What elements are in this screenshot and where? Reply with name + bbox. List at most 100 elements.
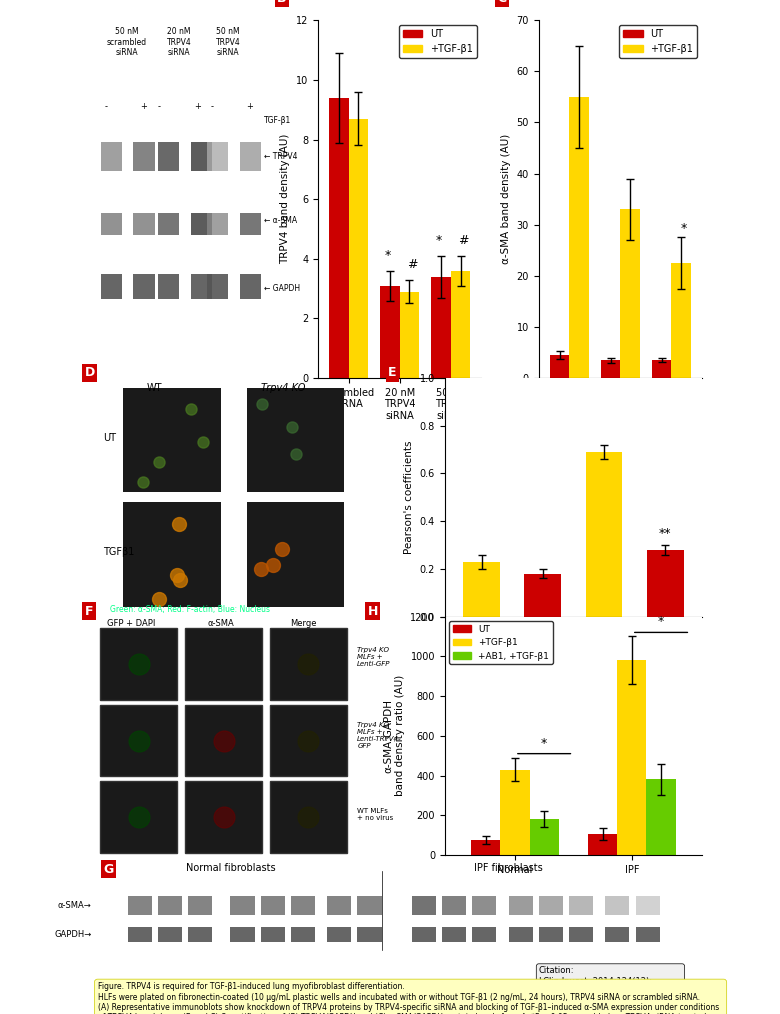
Y-axis label: α-SMA:GAPDH
band density ratio (AU): α-SMA:GAPDH band density ratio (AU): [383, 675, 405, 796]
Bar: [569, 927, 594, 942]
Bar: [647, 550, 683, 617]
Bar: [185, 629, 262, 700]
Bar: [442, 896, 466, 916]
Text: GFP + DAPI: GFP + DAPI: [107, 619, 155, 628]
Text: Green: α-SMA; Red: F-actin; Blue: Nucleus: Green: α-SMA; Red: F-actin; Blue: Nucleu…: [110, 605, 271, 614]
Y-axis label: α-SMA band density (AU): α-SMA band density (AU): [501, 134, 511, 265]
Text: +: +: [246, 101, 253, 111]
Bar: [239, 214, 261, 235]
Y-axis label: Pearson's coefficients: Pearson's coefficients: [404, 440, 414, 554]
Text: GAPDH→: GAPDH→: [54, 930, 91, 939]
Bar: [123, 502, 221, 607]
Bar: [569, 97, 589, 378]
Bar: [239, 142, 261, 170]
Text: Figure. TRPV4 is required for TGF-β1-induced lung myofibroblast differentiation.: Figure. TRPV4 is required for TGF-β1-ind…: [98, 983, 724, 1014]
Bar: [101, 274, 122, 299]
Bar: [261, 896, 285, 916]
Text: C: C: [498, 0, 507, 5]
Text: Trpv4 KO
MLFs +
Lenti-TRPV4-
GFP: Trpv4 KO MLFs + Lenti-TRPV4- GFP: [357, 722, 402, 749]
Bar: [158, 142, 179, 170]
Bar: [412, 927, 436, 942]
Bar: [101, 214, 122, 235]
Bar: [231, 896, 254, 916]
Bar: [128, 896, 152, 916]
Bar: [128, 927, 152, 942]
Bar: [231, 927, 254, 942]
Text: H: H: [367, 604, 378, 618]
Text: -: -: [158, 101, 161, 111]
Bar: [605, 927, 629, 942]
Text: Merge: Merge: [290, 619, 317, 628]
Bar: [636, 896, 660, 916]
Bar: [524, 574, 561, 617]
Text: 20 nM
TRPV4
siRNA: 20 nM TRPV4 siRNA: [167, 27, 192, 57]
Bar: [647, 780, 675, 855]
Bar: [620, 209, 640, 378]
Bar: [550, 355, 569, 378]
Bar: [471, 840, 500, 855]
Text: #: #: [458, 234, 468, 246]
Bar: [133, 142, 154, 170]
Bar: [100, 629, 177, 700]
Bar: [431, 277, 451, 378]
Bar: [357, 896, 381, 916]
Bar: [530, 819, 558, 855]
Bar: [291, 927, 315, 942]
Bar: [586, 452, 622, 617]
Text: D: D: [85, 366, 95, 379]
Text: F: F: [85, 604, 93, 618]
Bar: [246, 502, 345, 607]
Bar: [239, 274, 261, 299]
Text: WT MLFs
+ no virus: WT MLFs + no virus: [357, 808, 394, 821]
Text: *: *: [435, 234, 441, 246]
Bar: [357, 927, 381, 942]
Text: α-SMA→: α-SMA→: [58, 901, 91, 911]
Bar: [412, 896, 436, 916]
Bar: [399, 292, 419, 378]
Text: TGF-β1: TGF-β1: [264, 116, 292, 125]
Bar: [617, 660, 647, 855]
Text: α-SMA: α-SMA: [207, 619, 234, 628]
Text: +: +: [140, 101, 147, 111]
Text: Trpv4 KO: Trpv4 KO: [261, 383, 305, 392]
Bar: [185, 705, 262, 777]
Text: **: **: [659, 527, 672, 540]
Bar: [588, 835, 617, 855]
Bar: [473, 927, 497, 942]
Bar: [100, 705, 177, 777]
Bar: [329, 97, 349, 378]
Bar: [328, 927, 352, 942]
Bar: [473, 896, 497, 916]
Bar: [190, 142, 212, 170]
Text: B: B: [277, 0, 287, 5]
Bar: [246, 387, 345, 493]
Bar: [569, 896, 594, 916]
Text: Normal fibroblasts: Normal fibroblasts: [186, 863, 275, 873]
Text: G: G: [104, 863, 114, 876]
Bar: [188, 896, 212, 916]
Text: E: E: [388, 366, 397, 379]
Bar: [270, 705, 347, 777]
Bar: [328, 896, 352, 916]
Bar: [158, 896, 182, 916]
Bar: [123, 387, 221, 493]
Text: 50 nM
scrambled
siRNA: 50 nM scrambled siRNA: [107, 27, 147, 57]
Bar: [133, 214, 154, 235]
Bar: [133, 274, 154, 299]
Bar: [188, 927, 212, 942]
Bar: [636, 927, 660, 942]
Bar: [190, 274, 212, 299]
Bar: [349, 119, 368, 378]
Text: ← α-SMA: ← α-SMA: [264, 216, 297, 225]
Bar: [158, 927, 182, 942]
Legend: UT, +TGF-β1: UT, +TGF-β1: [619, 25, 697, 58]
Bar: [158, 274, 179, 299]
Text: *: *: [541, 736, 548, 749]
Text: 50 nM
TRPV4
siRNA: 50 nM TRPV4 siRNA: [216, 27, 240, 57]
Text: TGFβ1: TGFβ1: [103, 548, 134, 557]
Text: WT: WT: [147, 383, 161, 392]
Bar: [672, 263, 691, 378]
Bar: [100, 781, 177, 853]
Text: Citation:
J Clin Invest. 2014;124(12):
5225-5238. doi:10.1172/JCI75331.: Citation: J Clin Invest. 2014;124(12): 5…: [539, 966, 682, 996]
Bar: [539, 927, 563, 942]
